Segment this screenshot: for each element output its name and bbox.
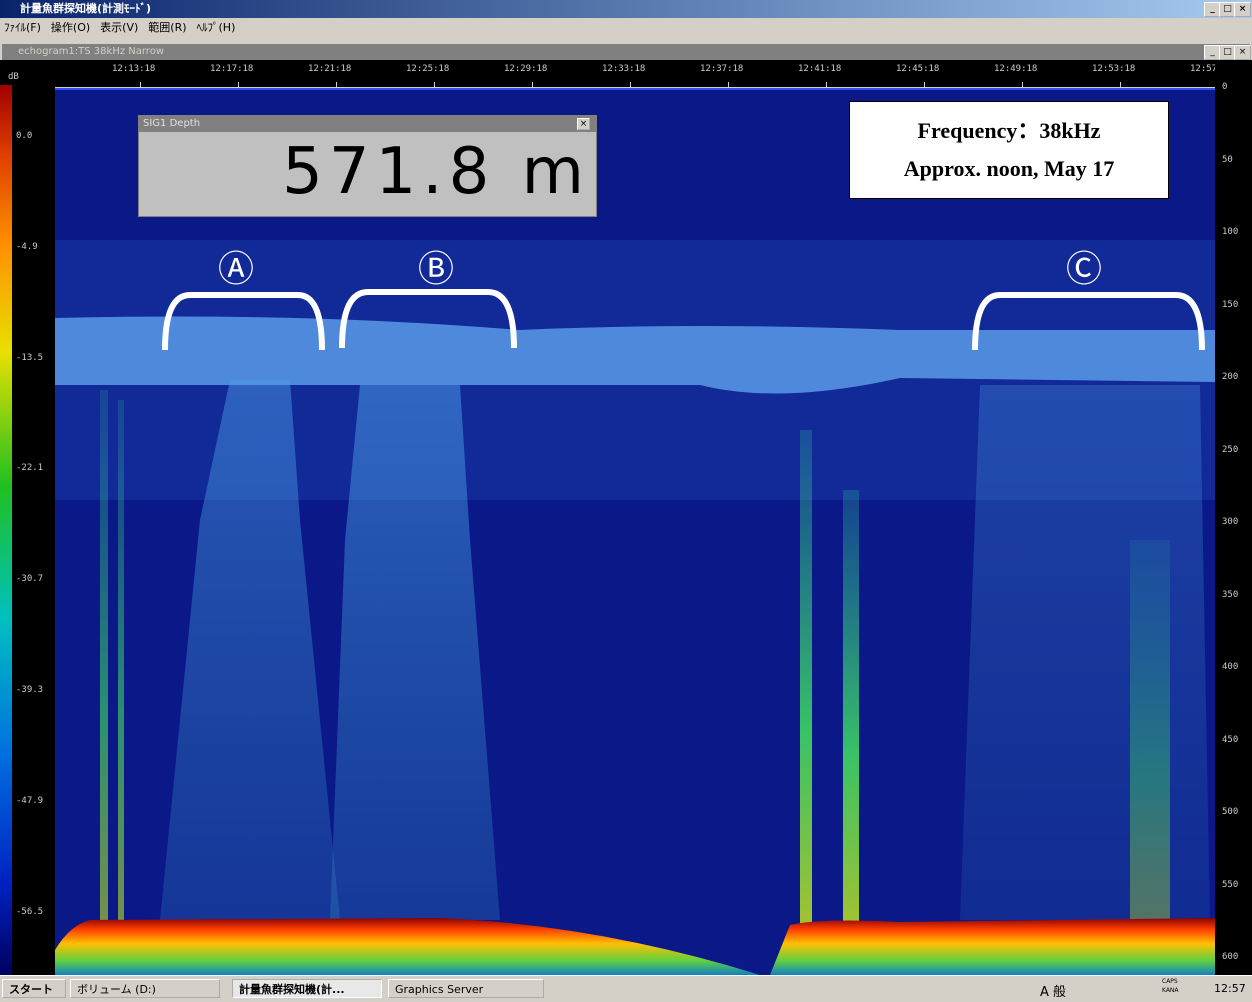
annotation-line: Approx. noon, May 17	[850, 150, 1168, 188]
depth-label: 100	[1222, 227, 1238, 237]
annotation-box: Frequency：38kHz Approx. noon, May 17	[849, 101, 1169, 199]
seabed-right	[770, 918, 1215, 975]
start-button[interactable]: スタート	[2, 979, 66, 998]
depth-window-title: SIG1 Depth	[139, 116, 596, 132]
scale-label: -4.9	[16, 242, 38, 252]
scale-label: -22.1	[16, 463, 43, 473]
depth-window-close[interactable]: ×	[577, 118, 590, 130]
scale-label: -13.5	[16, 353, 43, 363]
streak	[118, 400, 124, 930]
depth-label: 450	[1222, 735, 1238, 745]
scale-label: 0.0	[16, 131, 32, 141]
depth-label: 400	[1222, 662, 1238, 672]
depth-label: 600	[1222, 952, 1238, 962]
caps-indicator: CAPS	[1162, 978, 1178, 985]
ime-indicator[interactable]: A 般	[1040, 981, 1066, 1000]
kana-indicator: KANA	[1162, 987, 1179, 994]
task-item[interactable]: ボリューム (D:)	[70, 979, 220, 998]
plume-c	[960, 385, 1210, 920]
depth-value: 571.8 m	[139, 132, 596, 212]
streak	[800, 430, 812, 930]
group-label: Ⓒ	[1066, 240, 1102, 292]
clock: 12:57	[1214, 982, 1246, 995]
taskbar: スタート ボリューム (D:) 計量魚群探知機(計... Graphics Se…	[0, 975, 1252, 1002]
group-label: Ⓐ	[218, 240, 254, 292]
task-item[interactable]: 計量魚群探知機(計...	[232, 979, 382, 998]
depth-label: 50	[1222, 155, 1233, 165]
depth-label: 0	[1222, 82, 1227, 92]
depth-label: 350	[1222, 590, 1238, 600]
depth-label: 550	[1222, 880, 1238, 890]
depth-label: 300	[1222, 517, 1238, 527]
screen: 計量魚群探知機(計測ﾓｰﾄﾞ) _ □ × ﾌｧｲﾙ(F)操作(O)表示(V)範…	[0, 0, 1252, 1001]
depth-label: 500	[1222, 807, 1238, 817]
scale-label: -39.3	[16, 685, 43, 695]
depth-window: SIG1 Depth × 571.8 m	[138, 115, 597, 217]
depth-label: 200	[1222, 372, 1238, 382]
streak	[843, 490, 859, 930]
streak	[1130, 540, 1170, 930]
group-label: Ⓑ	[418, 240, 454, 292]
depth-label: 250	[1222, 445, 1238, 455]
scale-label: -56.5	[16, 907, 43, 917]
task-item[interactable]: Graphics Server	[388, 979, 544, 998]
annotation-line: Frequency：38kHz	[850, 112, 1168, 150]
depth-label: 150	[1222, 300, 1238, 310]
color-scale	[0, 85, 12, 975]
scale-label: -47.9	[16, 796, 43, 806]
streak	[100, 390, 108, 930]
scale-label: -30.7	[16, 574, 43, 584]
